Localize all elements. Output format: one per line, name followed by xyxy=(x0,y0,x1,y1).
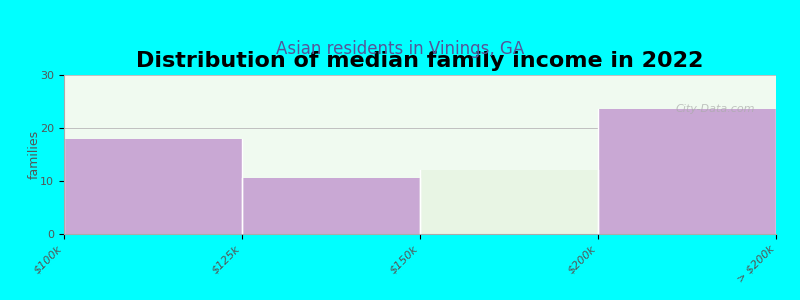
Text: City-Data.com: City-Data.com xyxy=(675,103,754,114)
Y-axis label: families: families xyxy=(28,130,41,179)
Text: Asian residents in Vinings, GA: Asian residents in Vinings, GA xyxy=(276,40,524,58)
Bar xyxy=(64,139,242,234)
Bar xyxy=(598,110,776,234)
Title: Distribution of median family income in 2022: Distribution of median family income in … xyxy=(136,51,704,71)
Bar xyxy=(242,178,420,234)
Bar xyxy=(420,170,598,234)
